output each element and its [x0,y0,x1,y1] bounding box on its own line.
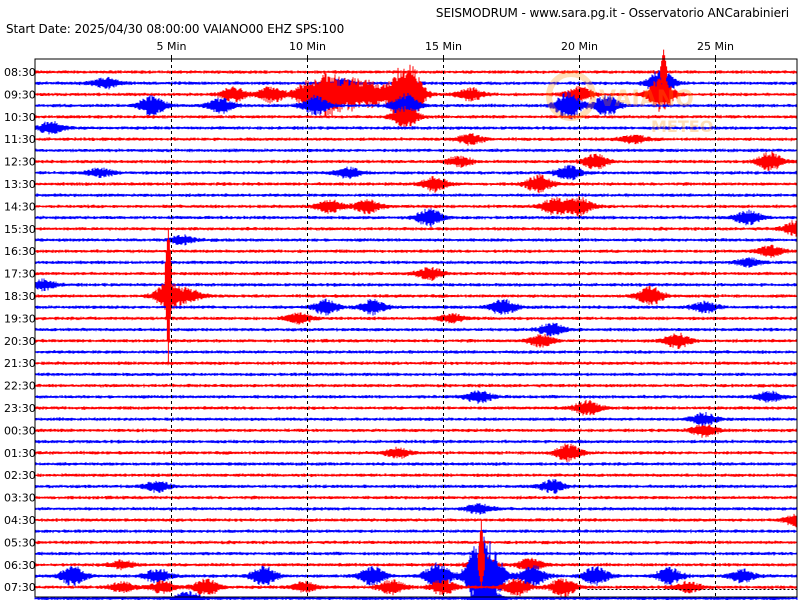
trace-row-8-blue [34,257,798,268]
row-label-11: 19:30 [4,312,36,325]
row-label-18: 02:30 [4,469,36,482]
row-label-23: 07:30 [4,581,36,594]
event-spike-2 [660,49,668,95]
trace-row-17-red [34,443,798,463]
row-label-8: 16:30 [4,245,36,258]
trace-row-4-blue [34,164,798,181]
chart-title: SEISMODRUM - www.sara.pg.it - Osservator… [435,6,789,20]
row-label-2: 10:30 [4,111,36,124]
trace-row-7-blue [34,234,798,246]
row-label-22: 06:30 [4,559,36,572]
row-label-20: 04:30 [4,514,36,527]
trace-row-19-red [34,495,798,500]
row-label-1: 09:30 [4,88,36,101]
trace-row-14-red [34,383,798,388]
grid-layer [34,55,798,598]
trace-row-12-red [34,332,798,349]
row-label-13: 21:30 [4,357,36,370]
row-label-3: 11:30 [4,133,36,146]
trace-row-3-blue [34,148,798,153]
trace-row-23-red [34,578,798,598]
row-label-17: 01:30 [4,447,36,460]
trace-row-5-red [34,174,798,194]
row-label-19: 03:30 [4,492,36,505]
trace-row-11-red [34,312,798,325]
row-label-9: 17:30 [4,268,36,281]
trace-row-9-red [34,267,798,281]
trace-row-18-blue [34,479,798,494]
x-tick-label-2: 15 Min [425,40,462,53]
trace-row-13-red [34,361,798,366]
x-tick-label-4: 25 Min [697,40,734,53]
trace-row-5-blue [34,193,798,198]
row-label-10: 18:30 [4,290,36,303]
trace-row-6-blue [34,208,798,227]
row-label-21: 05:30 [4,536,36,549]
trace-row-16-red [34,424,798,438]
row-label-0: 08:30 [4,66,36,79]
trace-row-9-blue [34,278,798,292]
trace-row-15-red [34,399,798,416]
trace-row-20-blue [34,529,798,534]
x-tick-label-0: 5 Min [156,40,186,53]
trace-row-20-red [34,513,798,528]
row-label-16: 00:30 [4,424,36,437]
trace-row-15-blue [34,412,798,427]
row-label-4: 12:30 [4,156,36,169]
plot-frame [34,58,798,598]
trace-row-23-blue [34,587,798,600]
row-label-5: 13:30 [4,178,36,191]
event-spike-1 [477,520,485,588]
trace-row-19-blue [34,503,798,515]
trace-row-4-red [34,151,798,171]
trace-row-10-blue [34,298,798,316]
trace-row-12-blue [34,350,798,354]
row-label-6: 14:30 [4,200,36,213]
row-label-12: 20:30 [4,335,36,348]
labels-layer: 5 Min 10 Min 15 Min 20 Min 25 Min 08:30 09:30 1… [4,40,734,594]
trace-row-21-red [34,540,798,545]
row-label-14: 22:30 [4,380,36,393]
trace-row-18-red [34,473,798,478]
trace-row-11-blue [34,322,798,337]
trace-row-2-blue [34,121,798,135]
event-spike-0 [164,228,172,364]
trace-row-16-blue [34,439,798,444]
trace-row-13-blue [34,372,798,377]
trace-row-17-blue [34,462,798,466]
row-label-15: 23:30 [4,402,36,415]
trace-row-14-blue [34,390,798,404]
trace-row-7-red [34,220,798,238]
x-tick-label-3: 20 Min [561,40,598,53]
trace-row-21-blue [34,551,798,556]
row-label-7: 15:30 [4,223,36,236]
trace-row-8-red [34,244,798,258]
trace-row-3-red [34,133,798,146]
trace-row-0-red [34,70,798,74]
traces-layer [34,49,798,600]
trace-row-6-red [34,195,798,217]
x-tick-label-1: 10 Min [289,40,326,53]
start-date-line: Start Date: 2025/04/30 08:00:00 VAIANO00… [6,22,345,36]
